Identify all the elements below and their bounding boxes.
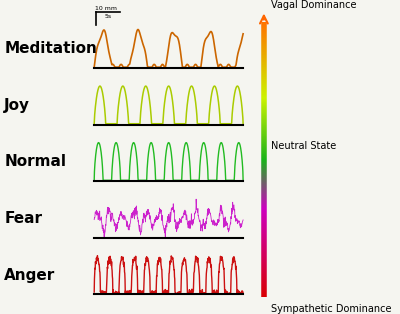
Text: Meditation: Meditation [4,41,97,56]
Text: Fear: Fear [4,211,42,226]
Text: Vagal Dominance: Vagal Dominance [271,0,356,10]
Text: Anger: Anger [4,268,56,283]
Text: 5s: 5s [104,14,112,19]
Text: 10 mm: 10 mm [95,6,117,11]
Text: Normal: Normal [4,154,66,170]
Text: Sympathetic Dominance: Sympathetic Dominance [271,304,391,314]
Text: Joy: Joy [4,98,30,113]
Text: Neutral State: Neutral State [271,141,336,151]
